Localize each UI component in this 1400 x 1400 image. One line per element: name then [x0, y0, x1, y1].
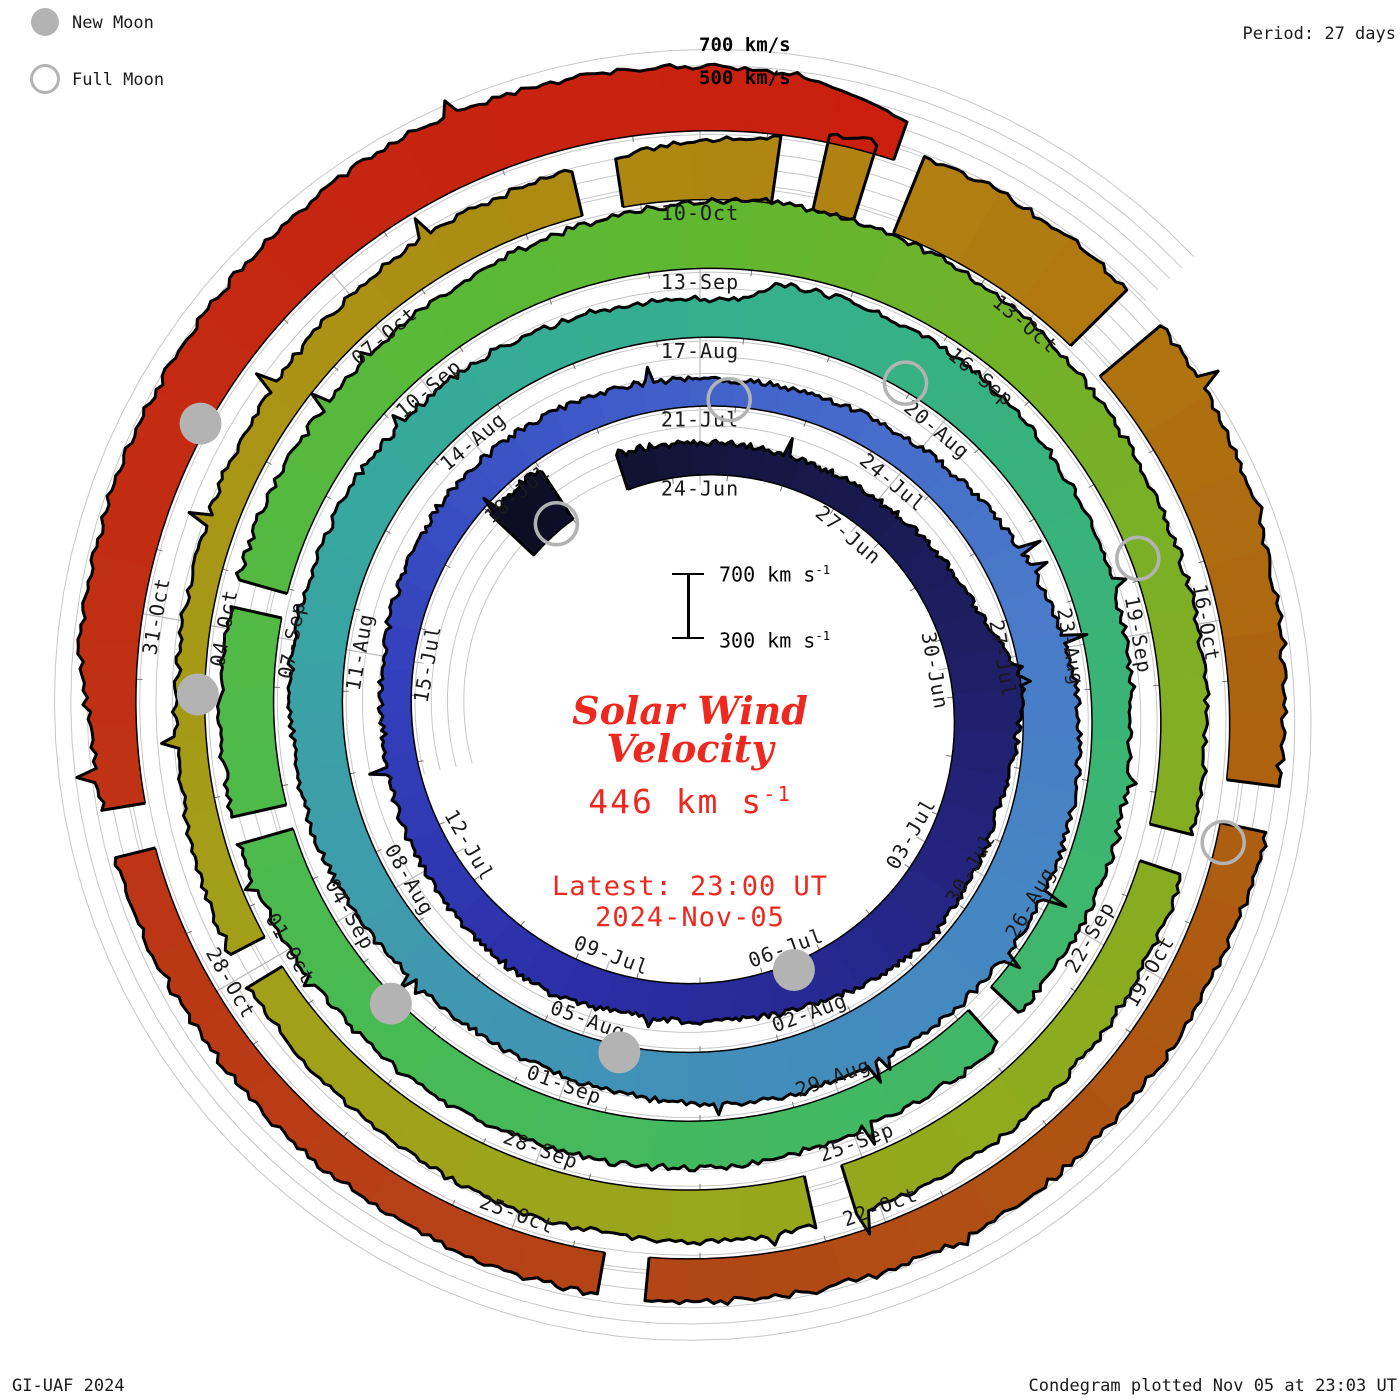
velocity-band-segment — [662, 1187, 744, 1245]
velocity-band-segment — [572, 64, 674, 145]
velocity-band-segment — [672, 1254, 762, 1305]
velocity-edges — [75, 62, 1289, 1306]
velocity-trace-outline — [113, 846, 607, 1297]
velocity-band-segment — [615, 139, 701, 208]
baseline — [272, 617, 288, 806]
chart-title-line1: Solar Wind — [572, 688, 808, 733]
baseline — [622, 198, 772, 208]
scale-bar-bottom-text: 300 km s — [719, 628, 816, 653]
full-moon-marker — [706, 376, 752, 423]
date-label: 24-Jun — [661, 477, 739, 501]
velocity-trace-outline — [286, 281, 1138, 1117]
velocity-trace-outline — [235, 827, 999, 1173]
date-label: 13-Sep — [661, 270, 739, 294]
scale-bar-top-text: 700 km s — [719, 562, 816, 587]
scale-bar-bottom-label: 300 km s-1 — [719, 628, 830, 653]
full-moon-label: Full Moon — [72, 70, 165, 90]
scale-bar-top-cap — [672, 573, 704, 575]
date-label: 10-Oct — [661, 201, 739, 225]
velocity-trace-outline — [75, 62, 909, 812]
scale-bar-top-exp: -1 — [815, 562, 831, 577]
velocity-trace-outline — [1098, 324, 1289, 788]
velocity-scale-bar — [672, 573, 704, 639]
new-moon-marker — [176, 673, 219, 716]
baseline — [812, 209, 854, 221]
baseline — [1099, 376, 1231, 780]
velocity-band-segment — [217, 678, 277, 752]
baseline — [341, 336, 1093, 1054]
velocity-trace-outline — [482, 469, 575, 557]
velocity-band-segment — [646, 1119, 717, 1172]
latest-time-label: Latest: 23:00 UT — [551, 871, 829, 902]
latest-velocity-text: 446 km s — [588, 782, 764, 821]
velocity-band-segment — [76, 718, 146, 811]
baseline — [281, 965, 805, 1191]
baseline — [533, 518, 574, 556]
baseline — [154, 847, 605, 1254]
new-moon-marker — [369, 982, 412, 1025]
new-moon-marker — [179, 402, 222, 445]
axis-label-500: 500 km/s — [699, 67, 791, 89]
full-moon-marker — [1115, 535, 1161, 582]
date-label: 17-Aug — [661, 339, 739, 363]
full-moon-icon — [30, 64, 60, 94]
velocity-band-segment — [1222, 630, 1288, 720]
credit-label: GI-UAF 2024 — [12, 1376, 125, 1396]
baseline — [893, 232, 1072, 347]
velocity-band-segment — [644, 1257, 682, 1305]
new-moon-label: New Moon — [72, 13, 154, 33]
full-moon-marker — [533, 500, 580, 547]
new-moon-marker — [772, 948, 815, 991]
velocity-trace-outline — [244, 965, 818, 1247]
full-moon-marker — [882, 360, 929, 406]
latest-date-label: 2024-Nov-05 — [595, 902, 785, 933]
gridline-600kms — [70, 64, 1296, 1325]
velocity-trace-outline — [216, 605, 287, 819]
velocity-trace-outline — [811, 132, 879, 221]
baseline — [286, 267, 1162, 825]
velocity-band-segment — [1226, 711, 1288, 787]
baseline — [135, 129, 894, 804]
new-moon-icon — [31, 8, 59, 36]
velocity-trace-outline — [892, 155, 1129, 347]
velocity-trace-outline — [160, 168, 584, 956]
latest-velocity-value: 446 km s-1 — [400, 782, 980, 821]
full-moon-marker — [1200, 819, 1246, 866]
moon-markers — [176, 360, 1246, 1074]
velocity-trace-outline — [839, 859, 1182, 1236]
scale-bar-stem — [686, 575, 690, 637]
scale-bar-top-label: 700 km s-1 — [719, 562, 830, 587]
baseline — [292, 828, 969, 1122]
velocity-trace-outline — [614, 134, 783, 208]
velocity-band-segment — [1021, 685, 1082, 744]
velocity-band-segment — [1158, 676, 1210, 754]
chart-title-line2: Velocity — [606, 726, 774, 771]
scale-bar-bottom-exp: -1 — [815, 628, 831, 643]
new-moon-marker — [598, 1031, 641, 1074]
baseline — [841, 860, 1141, 1166]
baseline — [204, 215, 583, 938]
plotted-timestamp-label: Condegram plotted Nov 05 at 23:03 UT — [1028, 1376, 1397, 1396]
period-label: Period: 27 days — [1242, 24, 1396, 44]
latest-velocity-exp: -1 — [763, 782, 792, 806]
axis-label-700: 700 km/s — [699, 34, 791, 56]
velocity-trace-outline — [643, 821, 1268, 1306]
center-annotation: Solar Wind Velocity 446 km s-1 Latest: 2… — [400, 688, 980, 934]
baseline — [649, 822, 1221, 1260]
velocity-band-segment — [685, 295, 749, 339]
scale-bar-bottom-cap — [672, 637, 704, 639]
